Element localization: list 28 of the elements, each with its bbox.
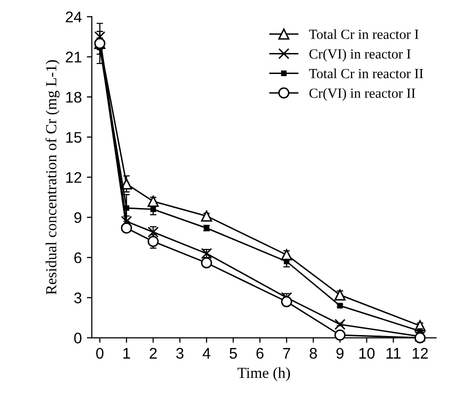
x-tick-label: 3 — [176, 348, 184, 359]
x-tick-label: 9 — [336, 348, 344, 359]
y-tick-label: 3 — [74, 292, 82, 304]
y-tick-label: 6 — [74, 252, 82, 264]
y-tick-label: 15 — [66, 132, 82, 143]
y-tick-label: 18 — [66, 92, 82, 103]
legend-label: Total Cr in reactor II — [309, 68, 424, 78]
legend-label: Cr(VI) in reactor II — [309, 88, 416, 101]
y-tick-label: 24 — [66, 12, 82, 22]
x-tick-label: 10 — [359, 348, 375, 359]
x-tick-label: 8 — [310, 348, 317, 359]
legend-label: Total Cr in reactor I — [309, 29, 418, 40]
x-tick-label: 1 — [123, 348, 130, 359]
y-tick-label: 9 — [74, 212, 82, 224]
x-tick-label: 2 — [150, 348, 157, 359]
x-tick-label: 7 — [283, 348, 290, 359]
x-tick-label: 0 — [96, 348, 104, 359]
x-tick-label: 5 — [230, 348, 237, 359]
x-tick-label: 4 — [202, 348, 210, 359]
x-tick-label: 12 — [412, 348, 428, 359]
legend-label: Cr(VI) in reactor I — [309, 48, 411, 62]
x-tick-label: 11 — [386, 348, 401, 359]
x-axis-title: Time (h) — [238, 367, 290, 382]
y-tick-label: 21 — [66, 52, 82, 62]
y-tick-label: 0 — [74, 332, 82, 344]
x-tick-label: 6 — [256, 348, 264, 359]
y-axis-title: Residual concentration of Cr (mg L-1) — [45, 60, 60, 295]
y-tick-label: 12 — [66, 172, 82, 183]
